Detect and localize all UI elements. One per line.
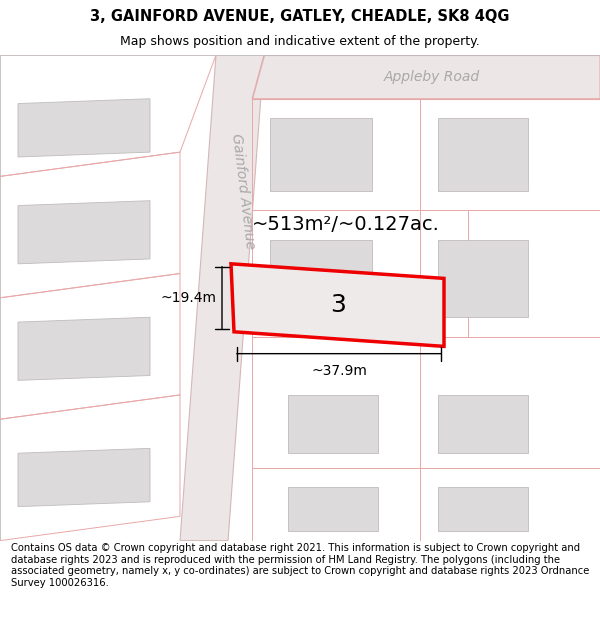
Text: Appleby Road: Appleby Road — [384, 70, 480, 84]
Polygon shape — [438, 488, 528, 531]
Polygon shape — [270, 239, 372, 318]
Text: ~19.4m: ~19.4m — [160, 291, 216, 305]
Polygon shape — [180, 55, 264, 541]
Polygon shape — [438, 239, 528, 318]
Polygon shape — [288, 488, 378, 531]
Polygon shape — [438, 118, 528, 191]
Text: ~513m²/~0.127ac.: ~513m²/~0.127ac. — [252, 216, 440, 234]
Polygon shape — [18, 448, 150, 507]
Text: 3, GAINFORD AVENUE, GATLEY, CHEADLE, SK8 4QG: 3, GAINFORD AVENUE, GATLEY, CHEADLE, SK8… — [90, 9, 510, 24]
Text: 3: 3 — [331, 293, 346, 317]
Polygon shape — [288, 395, 378, 453]
Text: Contains OS data © Crown copyright and database right 2021. This information is : Contains OS data © Crown copyright and d… — [11, 543, 589, 588]
Text: ~37.9m: ~37.9m — [311, 364, 367, 378]
Polygon shape — [231, 264, 444, 346]
Text: Map shows position and indicative extent of the property.: Map shows position and indicative extent… — [120, 35, 480, 48]
Polygon shape — [18, 318, 150, 381]
Polygon shape — [252, 55, 600, 99]
Text: Gainford Avenue: Gainford Avenue — [229, 132, 257, 249]
Polygon shape — [438, 395, 528, 453]
Polygon shape — [270, 118, 372, 191]
Polygon shape — [18, 99, 150, 157]
Polygon shape — [18, 201, 150, 264]
